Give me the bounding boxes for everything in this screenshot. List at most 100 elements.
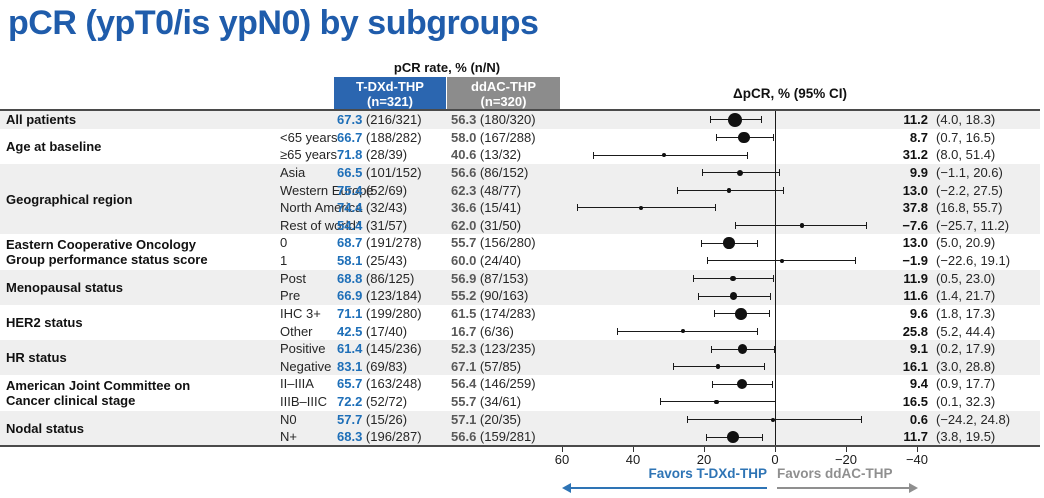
ddac-value: 16.7 (6/36) <box>451 323 514 339</box>
forest-ci-cap <box>855 257 857 265</box>
delta-estimate: 13.0 <box>902 182 928 198</box>
delta-ci: (−25.7, 11.2) <box>936 217 1010 233</box>
group-band <box>0 410 1040 446</box>
delta-estimate: −7.6 <box>902 217 928 233</box>
delta-ci: (−24.2, 24.8) <box>936 411 1011 427</box>
forest-point <box>730 292 738 300</box>
group-band <box>0 340 1040 376</box>
delta-ci: (3.8, 19.5) <box>936 429 996 445</box>
delta-estimate: 9.6 <box>909 305 928 321</box>
forest-point <box>681 329 686 334</box>
axis-tick-label: 60 <box>554 452 570 467</box>
forest-point <box>738 131 750 144</box>
tdxd-value: 68.8 (86/125) <box>337 270 415 286</box>
delta-ci: (16.8, 55.7) <box>936 200 1003 216</box>
group-label: Eastern Cooperative Oncology Group perfo… <box>6 237 208 268</box>
ddac-value: 62.0 (31/50) <box>451 217 522 233</box>
forest-point <box>799 223 805 228</box>
forest-ci-cap <box>672 363 674 371</box>
tdxd-value: 61.4 (145/236) <box>337 341 422 357</box>
group-band <box>0 304 1040 341</box>
forest-point <box>770 417 775 422</box>
delta-estimate: 9.1 <box>909 341 928 357</box>
axis-tick <box>774 447 776 452</box>
subgroup-label: N0 <box>280 411 297 427</box>
delta-estimate: 25.8 <box>902 323 928 339</box>
ddac-value: 55.7 (156/280) <box>451 235 536 251</box>
tdxd-value: 68.7 (191/278) <box>337 235 422 251</box>
delta-pcr-header: ΔpCR, % (95% CI) <box>733 86 847 101</box>
ddac-value: 62.3 (48/77) <box>451 182 522 198</box>
ddac-value: 58.0 (167/288) <box>451 129 536 145</box>
subgroup-label: Western Europe <box>280 182 374 198</box>
forest-ci-cap <box>716 133 718 141</box>
tdxd-value: 71.8 (28/39) <box>337 147 408 163</box>
favors-control-arrow <box>777 487 910 489</box>
forest-ci-cap <box>715 204 717 212</box>
forest-point <box>729 275 736 282</box>
ddac-value: 55.7 (34/61) <box>451 394 522 410</box>
forest-ci-cap <box>782 186 784 194</box>
subgroup-label: IHC 3+ <box>280 305 321 321</box>
arm-ddac-n: (n=320) <box>480 94 527 109</box>
favors-control-label: Favors ddAC-THP <box>777 466 893 481</box>
tdxd-value: 65.7 (163/248) <box>337 376 422 392</box>
forest-point <box>736 379 747 390</box>
subgroup-label: Pre <box>280 288 301 304</box>
tdxd-value: 66.7 (188/282) <box>337 129 422 145</box>
subgroup-label: N+ <box>280 429 297 445</box>
axis-tick <box>845 447 847 452</box>
tdxd-value: 71.1 (199/280) <box>337 305 422 321</box>
pcr-rate-header: pCR rate, % (n/N) <box>393 60 501 75</box>
forest-ci-cap <box>693 275 695 282</box>
axis-tick <box>561 447 563 452</box>
subgroup-label: <65 years <box>280 129 338 145</box>
forest-point <box>727 431 740 444</box>
forest-ci-cap <box>772 133 774 141</box>
forest-ci-cap <box>710 116 712 124</box>
forest-point <box>779 258 784 263</box>
page-title: pCR (ypT0/is ypN0) by subgroups <box>8 4 539 42</box>
forest-ci-cap <box>592 151 594 159</box>
delta-estimate: 11.9 <box>903 270 928 286</box>
forest-point <box>737 344 748 354</box>
forest-ci-cap <box>686 416 688 424</box>
forest-point <box>726 188 732 193</box>
forest-ci-cap <box>711 345 713 353</box>
ddac-value: 52.3 (123/235) <box>451 341 536 357</box>
forest-ci-cap <box>778 169 780 177</box>
group-label: Age at baseline <box>6 138 102 154</box>
group-band <box>0 234 1040 270</box>
group-label: Geographical region <box>6 191 133 207</box>
favors-treatment-arrowhead-icon <box>562 483 571 493</box>
arm-ddac-header: ddAC-THP (n=320) <box>447 77 560 110</box>
delta-estimate: 11.2 <box>903 112 928 127</box>
table-bottom-border <box>0 445 1040 447</box>
arm-tdxd-header: T-DXd-THP (n=321) <box>334 77 446 110</box>
delta-ci: (−22.6, 19.1) <box>936 253 1011 269</box>
ddac-value: 56.6 (86/152) <box>451 164 529 180</box>
tdxd-value: 66.5 (101/152) <box>337 164 422 180</box>
ddac-value: 57.1 (20/35) <box>451 411 522 427</box>
group-band <box>0 375 1040 411</box>
delta-ci: (5.2, 44.4) <box>936 323 996 339</box>
tdxd-value: 74.4 (32/43) <box>337 200 408 216</box>
forest-ci-cap <box>760 116 762 124</box>
favors-treatment-label: Favors T-DXd-THP <box>648 466 767 481</box>
forest-ci-cap <box>756 327 758 335</box>
delta-estimate: 0.6 <box>909 411 928 427</box>
tdxd-value: 58.1 (25/43) <box>337 253 408 269</box>
forest-ci-cap <box>768 310 770 318</box>
group-label: HER2 status <box>6 315 83 331</box>
forest-ci-line <box>577 207 716 209</box>
ddac-value: 55.2 (90/163) <box>451 288 529 304</box>
delta-ci: (1.4, 21.7) <box>936 288 996 304</box>
subgroup-label: 0 <box>280 235 288 251</box>
delta-ci: (−1.1, 20.6) <box>936 164 1003 180</box>
ddac-value: 56.6 (159/281) <box>451 429 536 445</box>
tdxd-value: 67.3 (216/321) <box>337 112 422 127</box>
axis-tick-label: 0 <box>771 452 779 467</box>
group-band <box>0 128 1040 164</box>
tdxd-value: 72.2 (52/72) <box>337 394 408 410</box>
